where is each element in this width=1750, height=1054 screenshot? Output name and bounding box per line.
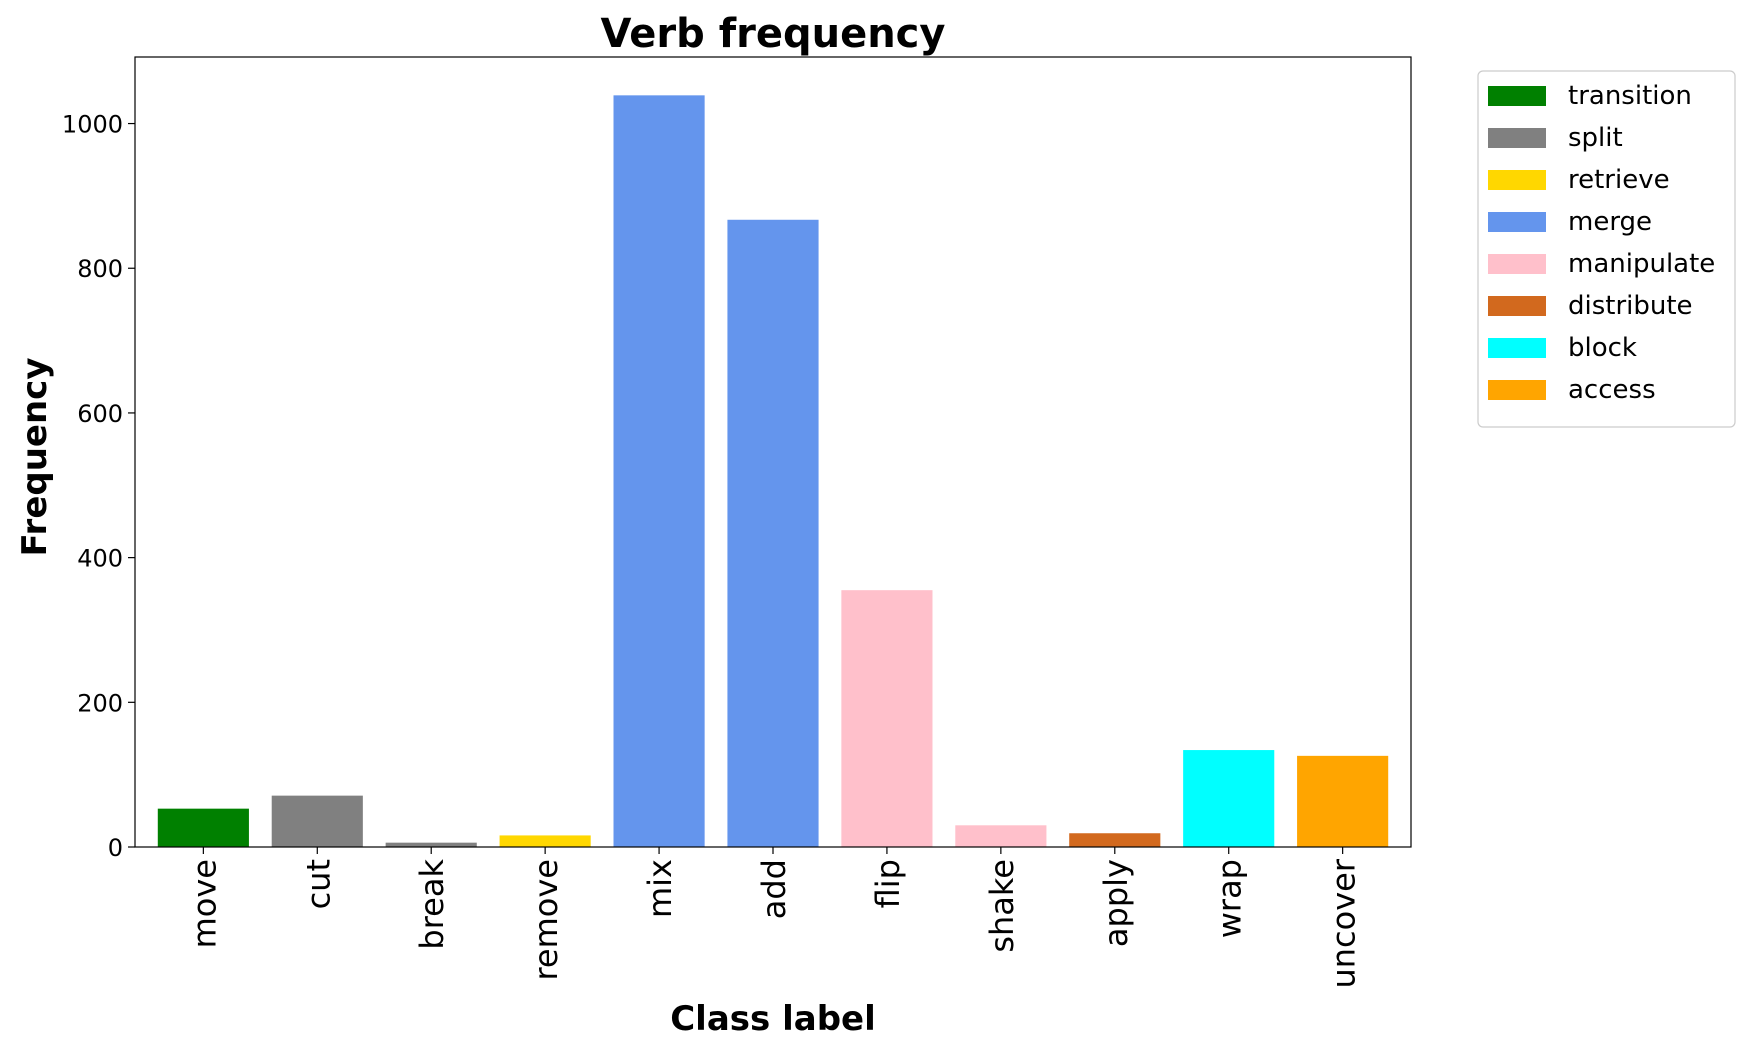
ytick-label-800: 800	[77, 255, 123, 283]
xtick-label-break: break	[413, 859, 451, 950]
bar-cut	[271, 795, 363, 847]
xtick-label-mix: mix	[641, 859, 679, 918]
xtick-label-add: add	[755, 859, 793, 919]
legend-label-transition: transition	[1568, 81, 1692, 111]
legend-swatch-access	[1488, 380, 1546, 400]
legend-swatch-block	[1488, 338, 1546, 358]
legend-label-access: access	[1568, 375, 1656, 405]
xtick-label-shake: shake	[983, 859, 1021, 953]
xtick-label-cut: cut	[299, 859, 337, 909]
bar-mix	[613, 95, 705, 848]
ytick-label-400: 400	[77, 545, 123, 573]
bar-break	[385, 842, 477, 847]
ytick-label-200: 200	[77, 689, 123, 717]
xtick-label-remove: remove	[527, 859, 565, 981]
bar-add	[727, 219, 819, 847]
legend-swatch-transition	[1488, 86, 1546, 106]
bar-remove	[499, 835, 591, 847]
ytick-label-600: 600	[77, 400, 123, 428]
xtick-label-uncover: uncover	[1325, 858, 1363, 988]
bar-move	[157, 808, 249, 847]
bar-shake	[955, 825, 1047, 847]
legend-label-retrieve: retrieve	[1568, 165, 1670, 195]
legend: transition split retrieve merge manipulate di…	[1477, 70, 1736, 428]
legend-swatch-split	[1488, 128, 1546, 148]
x-axis-label: Class label	[670, 999, 876, 1039]
legend-label-split: split	[1568, 123, 1623, 153]
legend-swatch-retrieve	[1488, 170, 1546, 190]
chart-title: Verb frequency	[601, 11, 946, 57]
bar-apply	[1069, 833, 1161, 847]
y-axis-label: Frequency	[15, 357, 55, 556]
legend-swatch-manipulate	[1488, 254, 1546, 274]
ytick-label-1000: 1000	[62, 111, 123, 139]
legend-swatch-distribute	[1488, 296, 1546, 316]
ytick-label-0: 0	[108, 834, 123, 862]
bars-layer	[157, 95, 1389, 848]
legend-label-block: block	[1568, 333, 1637, 363]
xtick-label-apply: apply	[1097, 859, 1135, 947]
bar-flip	[841, 590, 933, 847]
bar-wrap	[1183, 750, 1275, 847]
bar-uncover	[1297, 755, 1389, 847]
legend-swatch-merge	[1488, 212, 1546, 232]
legend-label-manipulate: manipulate	[1568, 249, 1715, 279]
xtick-label-move: move	[185, 859, 223, 948]
legend-label-merge: merge	[1568, 207, 1652, 237]
xtick-label-flip: flip	[869, 859, 907, 908]
axes-layer: 0 200 400 600 800 1000 move cut break remove mix ad…	[62, 56, 1412, 989]
legend-label-distribute: distribute	[1568, 291, 1693, 321]
xtick-label-wrap: wrap	[1211, 859, 1249, 938]
